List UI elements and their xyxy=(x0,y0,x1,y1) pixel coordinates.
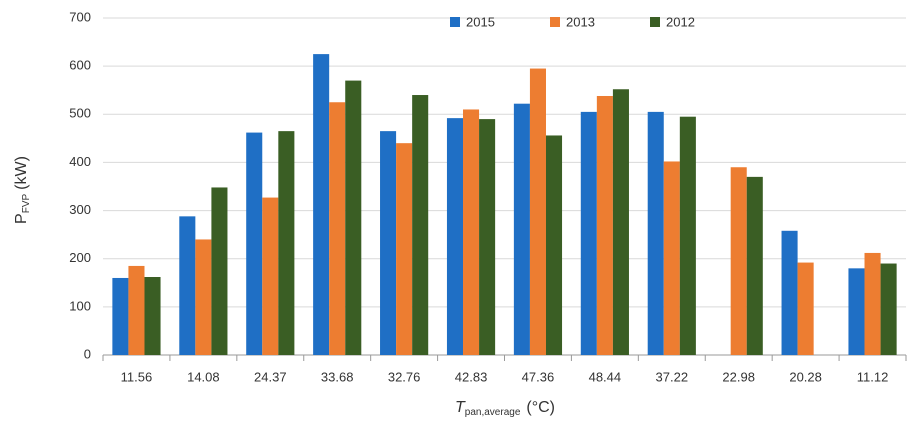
y-tick-label: 300 xyxy=(69,202,91,217)
bar xyxy=(446,118,464,355)
legend-label: 2013 xyxy=(566,14,595,29)
bar xyxy=(781,230,798,355)
x-tick-label: 11.56 xyxy=(121,369,153,384)
bar xyxy=(596,95,613,356)
bar xyxy=(211,187,228,355)
y-title-main: P xyxy=(13,213,30,224)
bar xyxy=(329,102,346,355)
x-tick-label: 33.68 xyxy=(321,369,354,384)
legend-label: 2015 xyxy=(466,14,495,29)
legend-swatch xyxy=(450,17,460,27)
legend-swatch xyxy=(550,17,560,27)
bar xyxy=(580,111,597,355)
bar xyxy=(529,68,546,356)
bar xyxy=(396,143,413,355)
bar xyxy=(612,89,629,355)
bar xyxy=(848,268,865,355)
x-tick-label: 11.12 xyxy=(857,369,889,384)
y-tick-label: 100 xyxy=(69,298,91,313)
bar xyxy=(513,103,530,356)
y-tick-label: 0 xyxy=(84,346,91,361)
x-tick-label: 14.08 xyxy=(187,369,220,384)
y-tick-label: 200 xyxy=(69,250,91,265)
bar xyxy=(262,197,279,355)
bar xyxy=(663,161,680,355)
x-tick-label: 24.37 xyxy=(254,369,287,384)
bar xyxy=(278,131,295,355)
y-tick-label: 600 xyxy=(69,58,91,73)
bar xyxy=(412,95,429,356)
bar xyxy=(746,176,763,355)
bar xyxy=(479,119,496,355)
x-axis-title: Tpan,average (°C) xyxy=(455,399,555,417)
legend-swatch xyxy=(650,17,660,27)
x-title-main: T xyxy=(455,399,466,416)
bar xyxy=(880,263,897,355)
bar xyxy=(195,239,212,355)
bar xyxy=(144,277,161,355)
bar xyxy=(246,132,263,355)
bar xyxy=(380,131,397,355)
y-tick-label: 500 xyxy=(69,106,91,121)
bar xyxy=(679,116,696,355)
bar xyxy=(345,80,362,355)
x-title-unit: (°C) xyxy=(526,399,555,416)
bar xyxy=(647,111,664,355)
y-title-sub: FVP xyxy=(21,193,32,213)
bar xyxy=(313,54,330,355)
bar xyxy=(730,167,747,355)
x-tick-label: 22.98 xyxy=(722,369,755,384)
bar xyxy=(797,262,814,355)
bar xyxy=(128,265,145,355)
bar xyxy=(463,109,480,355)
y-tick-label: 400 xyxy=(69,154,91,169)
x-tick-label: 32.76 xyxy=(388,369,421,384)
x-tick-label: 42.83 xyxy=(455,369,488,384)
bar xyxy=(179,216,196,355)
bar xyxy=(112,277,129,355)
legend-label: 2012 xyxy=(666,14,695,29)
bar xyxy=(545,135,563,355)
x-tick-label: 47.36 xyxy=(522,369,555,384)
y-axis-title: PFVP (kW) xyxy=(13,156,31,224)
x-tick-label: 48.44 xyxy=(589,369,622,384)
bar xyxy=(864,252,881,355)
x-tick-label: 20.28 xyxy=(789,369,822,384)
y-title-unit: (kW) xyxy=(13,156,30,190)
x-title-sub: pan,average xyxy=(465,407,521,418)
y-tick-label: 700 xyxy=(69,9,91,24)
x-tick-label: 37.22 xyxy=(656,369,689,384)
